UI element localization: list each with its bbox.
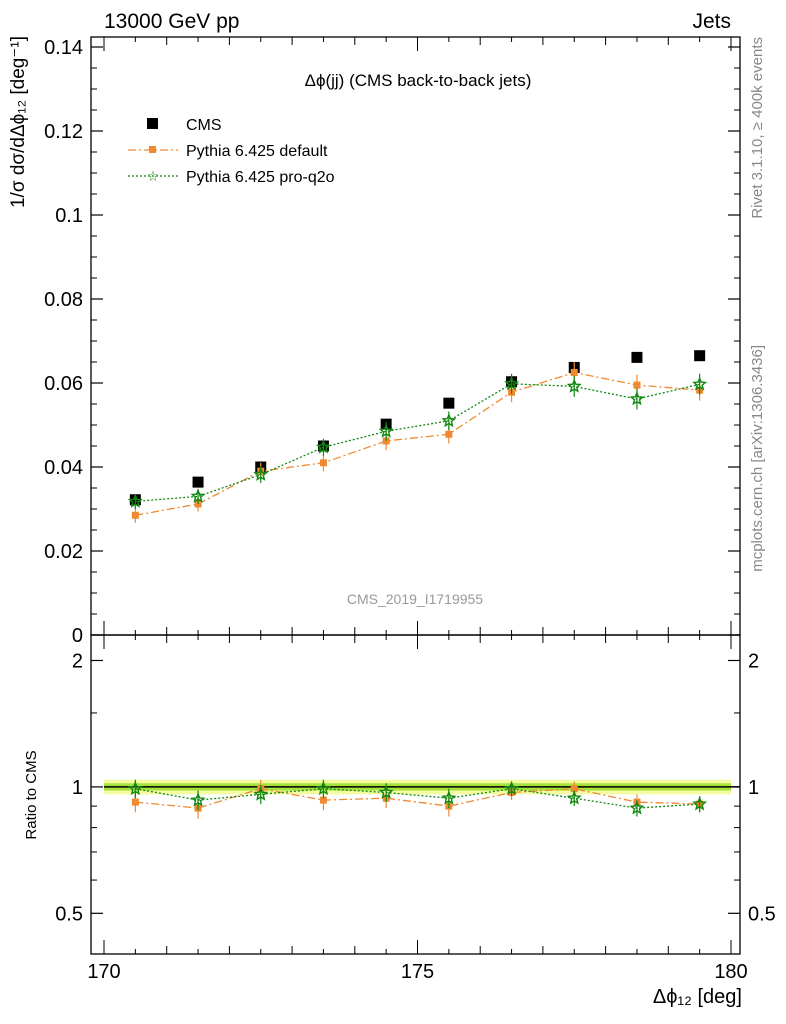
ratio-panel-frame bbox=[90, 634, 741, 955]
x-tick-label: 180 bbox=[714, 961, 747, 983]
data-point-pythia-default bbox=[319, 459, 327, 467]
data-point-pythia-default bbox=[570, 369, 578, 376]
data-point-pythia-proq2o bbox=[629, 391, 645, 406]
header-right-label: Jets bbox=[692, 10, 731, 33]
ratio-tick-label-right: 2 bbox=[748, 650, 759, 672]
ratio-axis-ticks: 170 175 180 0.5 0.5 1 1 2 2 bbox=[55, 650, 776, 983]
main-series-group bbox=[127, 350, 708, 523]
ratio-point-pythia-proq2o bbox=[378, 784, 394, 799]
rivet-version-label: Rivet 3.1.10, ≥ 400k events bbox=[749, 37, 766, 219]
legend-label-pythia-proq2o: Pythia 6.425 pro-q2o bbox=[186, 169, 335, 186]
ratio-point-pythia-proq2o bbox=[315, 780, 331, 796]
ratio-point-pythia-proq2o bbox=[566, 790, 582, 805]
ratio-tick-label: 2 bbox=[72, 650, 83, 672]
ratio-tick-label-right: 1 bbox=[748, 777, 759, 799]
main-axis-ticks: 0 0.02 0.04 0.06 0.08 0.1 0.12 0.14 bbox=[44, 37, 740, 954]
data-point-pythia-proq2o bbox=[566, 378, 582, 393]
ratio-point-pythia-proq2o bbox=[253, 786, 269, 801]
data-point-pythia-proq2o bbox=[441, 412, 457, 428]
x-tick-label: 175 bbox=[401, 961, 434, 983]
y-tick-label: 0.12 bbox=[44, 121, 83, 143]
ratio-point-pythia-proq2o bbox=[629, 800, 645, 815]
y-tick-label: 0 bbox=[72, 625, 83, 647]
legend-marker-pythia-default bbox=[149, 146, 156, 153]
legend-marker-pythia-proq2o: ☆ bbox=[147, 168, 160, 184]
plot-title: Δϕ(jj) (CMS back-to-back jets) bbox=[305, 71, 532, 90]
x-axis-title: Δϕ₁₂ [deg] bbox=[653, 986, 742, 1008]
ratio-point-pythia-proq2o bbox=[190, 792, 206, 807]
x-tick-label: 170 bbox=[87, 961, 120, 983]
analysis-id-label: CMS_2019_I1719955 bbox=[347, 591, 483, 607]
data-point-pythia-proq2o bbox=[692, 376, 708, 391]
ratio-tick-label: 1 bbox=[72, 777, 83, 799]
data-point-cms bbox=[631, 351, 643, 363]
legend-label-pythia-default: Pythia 6.425 default bbox=[186, 143, 328, 160]
data-point-pythia-default bbox=[445, 430, 453, 438]
ratio-point-pythia-default bbox=[319, 796, 327, 804]
data-point-pythia-proq2o bbox=[504, 375, 520, 391]
data-point-pythia-proq2o bbox=[315, 439, 331, 454]
data-point-pythia-proq2o bbox=[378, 423, 394, 438]
data-point-cms bbox=[192, 476, 204, 488]
ratio-point-pythia-proq2o bbox=[692, 796, 708, 811]
y-tick-label: 0.02 bbox=[44, 541, 83, 563]
ratio-point-pythia-proq2o bbox=[441, 790, 457, 805]
legend: CMS Pythia 6.425 default ☆ Pythia 6.425 … bbox=[128, 117, 335, 186]
ratio-series-group bbox=[127, 779, 708, 819]
mcplots-label: mcplots.cern.ch [arXiv:1306.3436] bbox=[749, 345, 766, 572]
data-point-pythia-default bbox=[382, 437, 390, 445]
y-tick-label: 0.08 bbox=[44, 289, 83, 311]
data-point-cms bbox=[443, 397, 455, 409]
y-axis-title: 1/σ dσ/dΔϕ₁₂ [deg⁻¹] bbox=[8, 36, 29, 208]
y-tick-label: 0.1 bbox=[55, 205, 83, 227]
legend-label-cms: CMS bbox=[186, 117, 222, 134]
ratio-point-pythia-proq2o bbox=[127, 780, 143, 796]
ratio-tick-label-right: 0.5 bbox=[748, 903, 776, 925]
y-tick-label: 0.14 bbox=[44, 37, 83, 59]
ratio-axis-title: Ratio to CMS bbox=[23, 750, 40, 839]
y-tick-label: 0.06 bbox=[44, 373, 83, 395]
data-point-pythia-proq2o bbox=[253, 466, 269, 481]
y-tick-label: 0.04 bbox=[44, 457, 83, 479]
ratio-point-pythia-default bbox=[131, 798, 139, 806]
data-point-pythia-default bbox=[131, 511, 139, 519]
series-line-pythia-proq2o bbox=[135, 383, 700, 503]
legend-marker-cms bbox=[147, 118, 158, 129]
data-point-pythia-default bbox=[633, 381, 641, 389]
ratio-tick-label: 0.5 bbox=[55, 903, 83, 925]
ratio-line-pythia-proq2o bbox=[135, 788, 700, 809]
data-point-cms bbox=[694, 350, 706, 362]
data-point-pythia-proq2o bbox=[190, 488, 206, 503]
ratio-point-pythia-default bbox=[570, 785, 578, 793]
ratio-point-pythia-proq2o bbox=[504, 780, 520, 796]
series-line-pythia-default bbox=[135, 371, 700, 516]
ratio-reference-band bbox=[104, 779, 740, 795]
data-point-pythia-proq2o bbox=[127, 493, 143, 508]
header-left-label: 13000 GeV pp bbox=[104, 10, 239, 33]
